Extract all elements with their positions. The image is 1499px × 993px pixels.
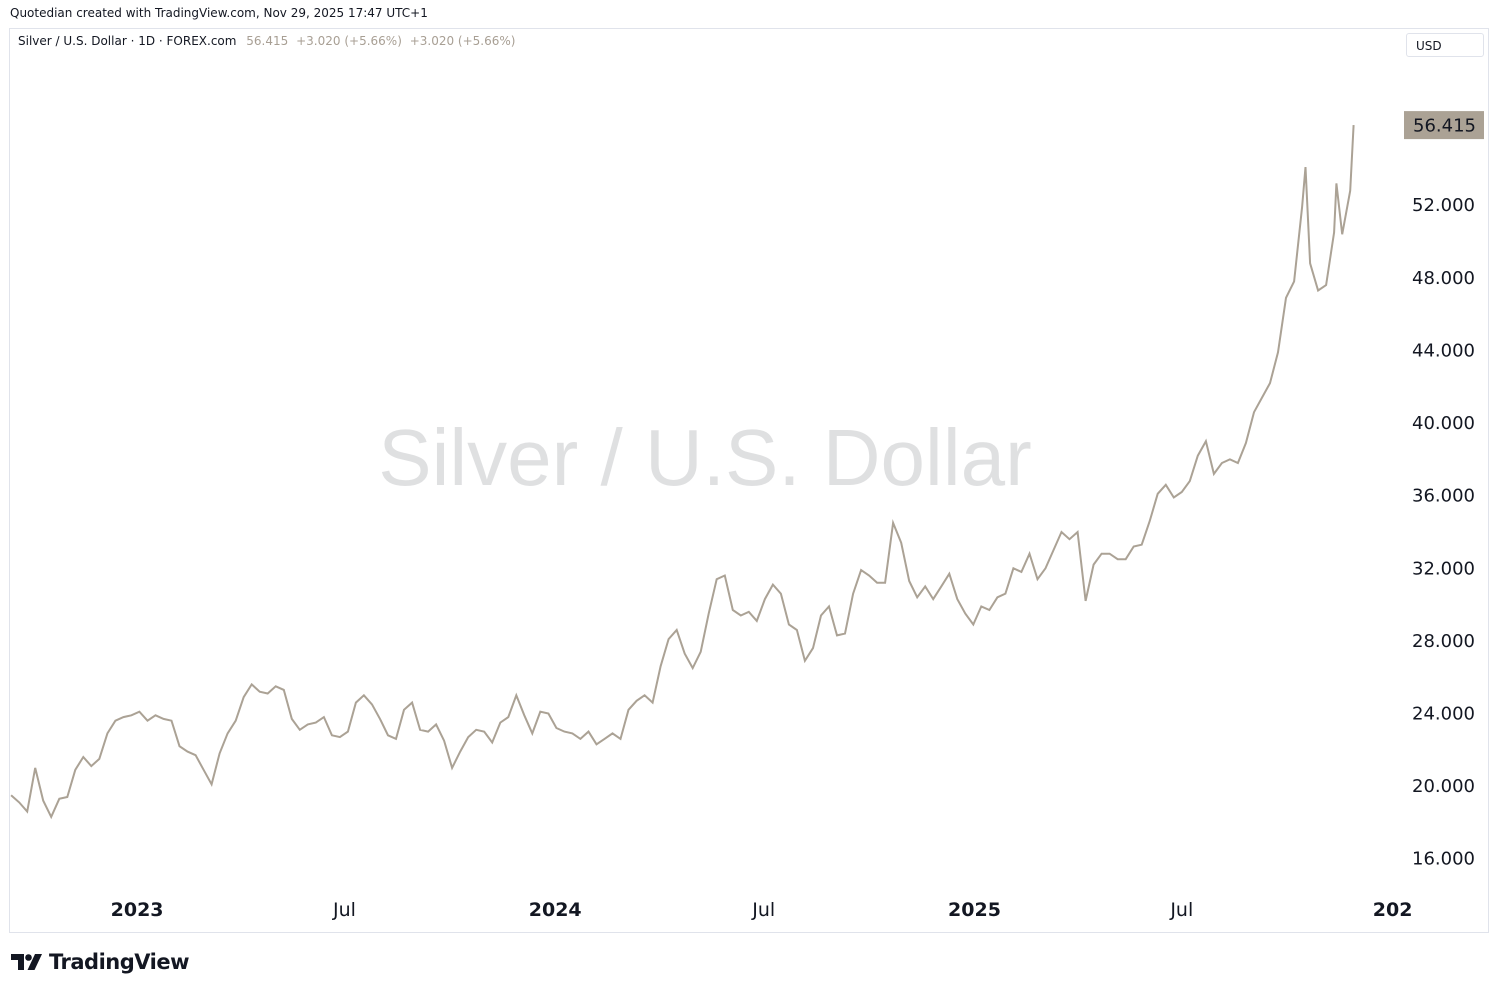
time-tick-label: 2023: [111, 899, 164, 921]
time-tick-label: Jul: [1169, 899, 1193, 921]
time-tick-label: Jul: [751, 899, 775, 921]
attribution-text: Quotedian created with TradingView.com, …: [10, 6, 428, 20]
price-axis[interactable]: 16.000 20.000 24.000 28.000 32.000 36.000 40.0…: [1412, 195, 1475, 870]
price-line-series: [10, 125, 1355, 820]
time-axis[interactable]: 2023 Jul 2024 Jul 2025 Jul 202: [111, 899, 1413, 921]
price-tick-label: 32.000: [1412, 558, 1475, 579]
price-tick-label: 20.000: [1412, 776, 1475, 797]
price-tick-label: 40.000: [1412, 413, 1475, 434]
brand-name: TradingView: [49, 950, 189, 974]
price-tick-label: 16.000: [1412, 849, 1475, 870]
legend-last-price: 56.415: [246, 34, 289, 48]
last-price-label: 56.415: [1413, 116, 1476, 137]
time-tick-label: Jul: [332, 899, 356, 921]
price-tick-label: 24.000: [1412, 704, 1475, 725]
tradingview-logo[interactable]: TradingView: [11, 950, 189, 974]
price-tick-label: 52.000: [1412, 195, 1475, 216]
currency-selector[interactable]: USD: [1406, 33, 1484, 57]
last-price-marker: 56.415: [1404, 111, 1484, 140]
time-tick-label: 202: [1373, 899, 1413, 921]
price-tick-label: 36.000: [1412, 486, 1475, 507]
last-price-badge: [1404, 111, 1484, 140]
time-tick-label: 2024: [529, 899, 582, 921]
tradingview-logo-icon: [11, 954, 42, 970]
symbol-legend[interactable]: Silver / U.S. Dollar · 1D · FOREX.com 56…: [18, 34, 519, 48]
price-tick-label: 48.000: [1412, 268, 1475, 289]
price-tick-label: 44.000: [1412, 340, 1475, 361]
chart-pane[interactable]: [9, 28, 1489, 933]
price-tick-label: 28.000: [1412, 631, 1475, 652]
time-tick-label: 2025: [948, 899, 1001, 921]
legend-change-secondary: +3.020 (+5.66%): [409, 34, 516, 48]
legend-change: +3.020 (+5.66%): [296, 34, 402, 48]
legend-values: 56.415 +3.020 (+5.66%) +3.020 (+5.66%): [246, 34, 519, 48]
symbol-title: Silver / U.S. Dollar · 1D · FOREX.com: [18, 34, 237, 48]
symbol-watermark: Silver / U.S. Dollar: [378, 413, 1032, 502]
